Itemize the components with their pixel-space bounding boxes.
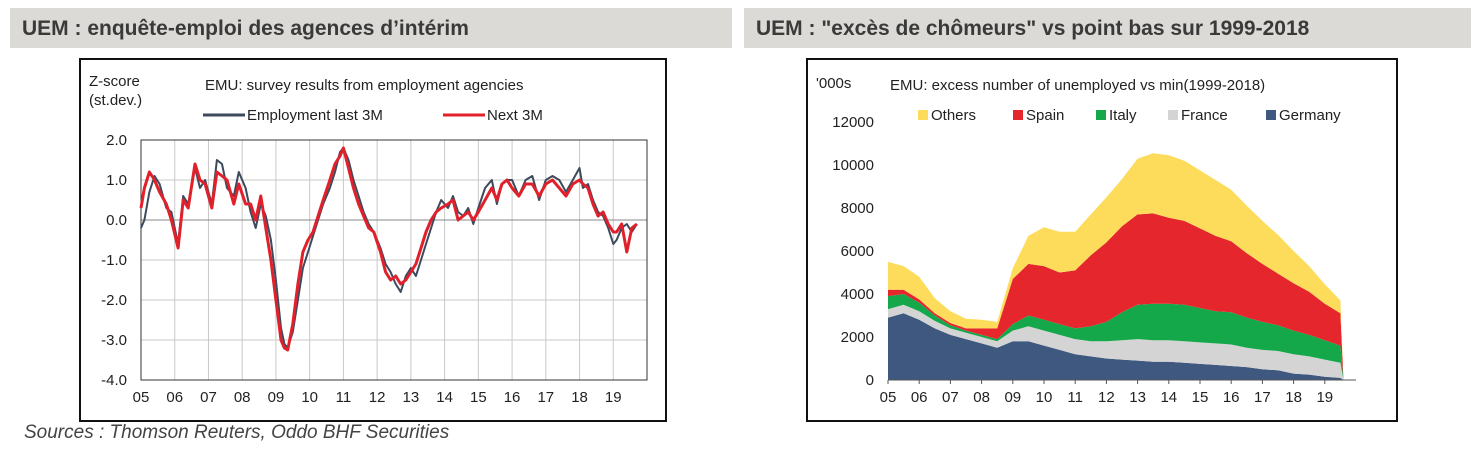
y-tick-label: 4000 [841,286,874,303]
y-axis-label: '000s [816,75,851,92]
x-tick-label: 12 [369,389,386,406]
x-tick-label: 10 [1036,389,1053,406]
legend-swatch [1096,110,1106,120]
y-tick-label: -1.0 [101,252,127,269]
x-tick-label: 12 [1098,389,1115,406]
chart-title: EMU: survey results from employment agen… [205,77,523,94]
legend-label: Next 3M [487,107,543,124]
x-tick-label: 06 [166,389,183,406]
y-tick-label: 0.0 [106,212,127,229]
legend-label: Italy [1109,107,1137,124]
x-tick-label: 06 [911,389,928,406]
x-tick-label: 14 [436,389,453,406]
right-chart-heading: UEM : "excès de chômeurs" vs point bas s… [756,17,1310,40]
x-tick-label: 05 [133,389,150,406]
y-tick-label: 2000 [841,329,874,346]
legend-label: France [1181,107,1228,124]
x-tick-label: 07 [200,389,217,406]
x-tick-label: 15 [470,389,487,406]
x-tick-label: 15 [1192,389,1209,406]
legend-swatch [1266,110,1276,120]
x-tick-label: 18 [1285,389,1302,406]
y-tick-label: 12000 [832,114,874,131]
left-chart-heading: UEM : enquête-emploi des agences d’intér… [22,17,469,40]
x-tick-label: 17 [1254,389,1271,406]
y-tick-label: 0 [866,372,874,389]
legend-swatch [918,110,928,120]
x-tick-label: 18 [571,389,588,406]
x-tick-label: 16 [504,389,521,406]
y-tick-label: -3.0 [101,332,127,349]
x-tick-label: 19 [605,389,622,406]
y-tick-label: 8000 [841,200,874,217]
x-tick-label: 07 [942,389,959,406]
x-tick-label: 19 [1316,389,1333,406]
area-spain [888,213,1344,380]
unemployed-chart-panel: '000s EMU: excess number of unemployed vs… [806,58,1398,422]
left-title-bar: UEM : enquête-emploi des agences d’intér… [10,8,732,48]
x-tick-label: 17 [537,389,554,406]
unemployed-area-chart: '000s EMU: excess number of unemployed vs… [816,75,1356,406]
survey-chart-panel: Z-score (st.dev.) EMU: survey results from… [79,58,667,422]
x-tick-label: 08 [234,389,251,406]
area-italy [888,294,1344,380]
x-tick-label: 13 [1129,389,1146,406]
legend-swatch [1168,110,1178,120]
y-tick-label: 10000 [832,157,874,174]
y-tick-label: 2.0 [106,132,127,149]
x-tick-label: 09 [1004,389,1021,406]
sources-note: Sources : Thomson Reuters, Oddo BHF Secu… [24,422,450,443]
x-tick-label: 09 [268,389,285,406]
x-tick-label: 05 [880,389,897,406]
area-france [888,304,1344,380]
series-line-next [139,146,638,352]
legend-label: Others [931,107,976,124]
y-axis-label: Z-score [89,73,140,90]
y-tick-label: 1.0 [106,172,127,189]
x-tick-label: 13 [403,389,420,406]
y-tick-label: -2.0 [101,292,127,309]
survey-line-chart: Z-score (st.dev.) EMU: survey results from… [89,73,648,406]
legend-label: Spain [1026,107,1064,124]
x-tick-label: 11 [336,389,352,406]
y-tick-label: -4.0 [101,372,127,389]
x-tick-label: 16 [1223,389,1240,406]
x-tick-label: 14 [1160,389,1177,406]
x-tick-label: 11 [1067,389,1083,406]
legend-swatch [1013,110,1023,120]
legend-label: Employment last 3M [247,107,383,124]
x-tick-label: 08 [973,389,990,406]
y-tick-label: 6000 [841,243,874,260]
right-title-bar: UEM : "excès de chômeurs" vs point bas s… [744,8,1471,48]
y-axis-label: (st.dev.) [89,92,142,109]
legend-label: Germany [1279,107,1341,124]
x-tick-label: 10 [301,389,318,406]
chart-title: EMU: excess number of unemployed vs min(… [890,77,1265,94]
area-others [888,153,1344,380]
plot-frame [140,139,648,381]
area-germany [888,313,1344,380]
